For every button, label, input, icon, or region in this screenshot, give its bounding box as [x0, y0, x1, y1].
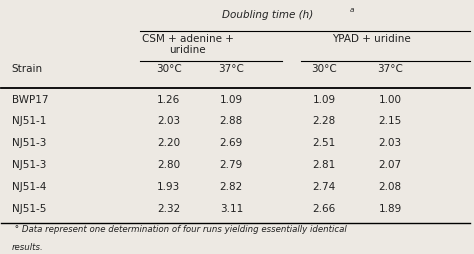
Text: 2.03: 2.03 — [157, 116, 180, 126]
Text: 3.11: 3.11 — [220, 204, 243, 214]
Text: 37°C: 37°C — [219, 64, 244, 74]
Text: BWP17: BWP17 — [12, 94, 48, 104]
Text: 2.81: 2.81 — [312, 160, 336, 170]
Text: NJ51-5: NJ51-5 — [12, 204, 46, 214]
Text: 1.09: 1.09 — [220, 94, 243, 104]
Text: NJ51-3: NJ51-3 — [12, 138, 46, 148]
Text: NJ51-3: NJ51-3 — [12, 160, 46, 170]
Text: a: a — [350, 7, 355, 13]
Text: NJ51-1: NJ51-1 — [12, 116, 46, 126]
Text: 2.28: 2.28 — [312, 116, 336, 126]
Text: 2.15: 2.15 — [379, 116, 402, 126]
Text: 2.20: 2.20 — [157, 138, 180, 148]
Text: 2.74: 2.74 — [312, 182, 336, 192]
Text: 2.03: 2.03 — [379, 138, 401, 148]
Text: 1.93: 1.93 — [157, 182, 180, 192]
Text: 37°C: 37°C — [377, 64, 403, 74]
Text: NJ51-4: NJ51-4 — [12, 182, 46, 192]
Text: 2.32: 2.32 — [157, 204, 180, 214]
Text: Doubling time (h): Doubling time (h) — [222, 10, 313, 20]
Text: YPAD + uridine: YPAD + uridine — [332, 34, 410, 44]
Text: CSM + adenine +
uridine: CSM + adenine + uridine — [142, 34, 234, 55]
Text: 2.88: 2.88 — [220, 116, 243, 126]
Text: 2.66: 2.66 — [312, 204, 336, 214]
Text: 30°C: 30°C — [311, 64, 337, 74]
Text: Strain: Strain — [12, 64, 43, 74]
Text: 2.79: 2.79 — [220, 160, 243, 170]
Text: ° Data represent one determination of four runs yielding essentially identical: ° Data represent one determination of fo… — [12, 225, 346, 234]
Text: 2.80: 2.80 — [157, 160, 180, 170]
Text: 1.26: 1.26 — [157, 94, 180, 104]
Text: 2.07: 2.07 — [379, 160, 401, 170]
Text: 2.82: 2.82 — [220, 182, 243, 192]
Text: 1.89: 1.89 — [379, 204, 402, 214]
Text: 2.69: 2.69 — [220, 138, 243, 148]
Text: results.: results. — [12, 243, 44, 252]
Text: 1.09: 1.09 — [313, 94, 336, 104]
Text: 2.51: 2.51 — [312, 138, 336, 148]
Text: 1.00: 1.00 — [379, 94, 401, 104]
Text: 2.08: 2.08 — [379, 182, 401, 192]
Text: 30°C: 30°C — [156, 64, 182, 74]
